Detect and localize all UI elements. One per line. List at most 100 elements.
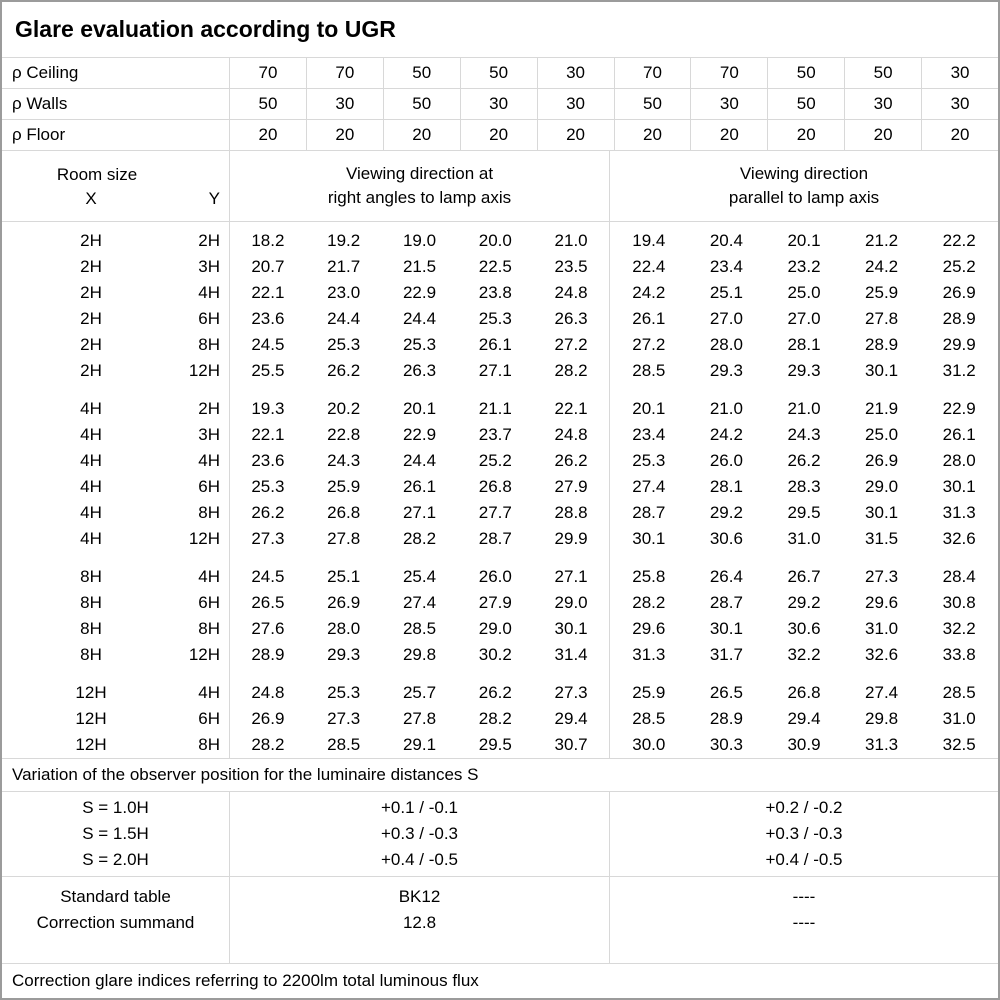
ugr-value: 24.3 <box>327 451 361 470</box>
ugr-value: 29.5 <box>478 735 512 754</box>
ugr-value-row: 30.0 30.3 30.9 31.3 32.5 <box>610 732 998 758</box>
reflectance-value: 50 <box>613 89 691 119</box>
ugr-value: 19.0 <box>402 231 437 250</box>
ugr-value-row: 19.3 20.2 20.1 21.1 22.1 <box>230 396 609 422</box>
ugr-value: 26.2 <box>251 503 285 522</box>
reflectance-value: 20 <box>536 120 614 150</box>
ugr-value-row: 24.2 25.1 25.0 25.9 26.9 <box>610 280 998 306</box>
room-x-value: 4H <box>80 477 102 496</box>
room-y-value: 12H <box>188 645 220 664</box>
ugr-value: 24.8 <box>554 283 588 302</box>
ugr-value: 22.1 <box>251 283 285 302</box>
ugr-value-row: 25.3 26.0 26.2 26.9 28.0 <box>610 448 998 474</box>
ugr-value: 27.4 <box>402 593 437 612</box>
ugr-value: 20.4 <box>709 231 743 250</box>
ugr-value: 25.1 <box>327 567 361 586</box>
ugr-value-row: 18.2 19.2 19.0 20.0 21.0 <box>230 228 609 254</box>
group-gap <box>610 552 998 564</box>
ugr-value: 31.7 <box>709 645 743 664</box>
ugr-value: 30.1 <box>554 619 588 638</box>
ugr-value: 28.8 <box>554 503 588 522</box>
room-size-row: 2H 3H <box>2 254 229 280</box>
group-gap <box>610 668 998 680</box>
variation-label: S = 2.0H <box>82 850 149 869</box>
ugr-value: 32.2 <box>787 645 821 664</box>
ugr-value: 26.5 <box>709 683 743 702</box>
ugr-value: 28.2 <box>478 709 512 728</box>
room-y-value: 4H <box>198 683 220 702</box>
summary-right-angles-values: BK12 12.8 <box>229 877 609 963</box>
ugr-value: 30.1 <box>865 361 899 380</box>
ugr-value-row: 28.5 29.3 29.3 30.1 31.2 <box>610 358 998 384</box>
reflectance-value: 20 <box>844 120 921 150</box>
ugr-value-row: 27.2 28.0 28.1 28.9 29.9 <box>610 332 998 358</box>
ugr-value: 26.1 <box>402 477 437 496</box>
ugr-value: 24.4 <box>402 451 437 470</box>
ugr-value-row: 31.3 31.7 32.2 32.6 33.8 <box>610 642 998 668</box>
summary-section: Standard table Correction summand BK12 1… <box>2 877 998 964</box>
ugr-value: 29.6 <box>865 593 899 612</box>
standard-table-value: BK12 <box>398 887 441 906</box>
ugr-value: 21.0 <box>787 399 821 418</box>
ugr-value: 31.5 <box>865 529 899 548</box>
ugr-value: 24.2 <box>709 425 743 444</box>
ugr-value: 28.5 <box>402 619 437 638</box>
ugr-value: 27.8 <box>402 709 437 728</box>
ugr-value: 28.1 <box>709 477 743 496</box>
reflectance-value: 50 <box>382 89 460 119</box>
room-size-row: 12H 8H <box>2 732 229 758</box>
reflectance-value: 50 <box>844 58 921 88</box>
ugr-value: 27.3 <box>251 529 285 548</box>
room-y-value: 2H <box>198 231 220 250</box>
parallel-header-line1: Viewing direction <box>739 164 869 183</box>
ugr-value: 30.2 <box>478 645 512 664</box>
ugr-value: 26.4 <box>709 567 743 586</box>
room-size-row: 8H 6H <box>2 590 229 616</box>
xy-header-row: X Y <box>2 185 229 209</box>
ugr-value-row: 20.1 21.0 21.0 21.9 22.9 <box>610 396 998 422</box>
ugr-value: 25.8 <box>632 567 666 586</box>
ugr-value: 31.2 <box>942 361 976 380</box>
ugr-value: 29.2 <box>709 503 743 522</box>
room-x-value: 2H <box>80 361 102 380</box>
ugr-value: 21.0 <box>709 399 743 418</box>
ugr-value: 30.1 <box>632 529 666 548</box>
ugr-value: 26.1 <box>942 425 976 444</box>
ugr-value: 30.6 <box>787 619 821 638</box>
room-y-value: 4H <box>198 283 220 302</box>
reflectance-value: 20 <box>382 120 460 150</box>
ugr-value: 30.8 <box>942 593 976 612</box>
ugr-value: 18.2 <box>251 231 285 250</box>
ugr-value: 27.6 <box>251 619 285 638</box>
room-x-value: 12H <box>75 683 107 702</box>
ugr-value: 20.7 <box>251 257 285 276</box>
reflectance-value: 20 <box>459 120 537 150</box>
ugr-value: 25.0 <box>787 283 821 302</box>
group-gap <box>2 668 229 680</box>
ugr-value: 29.9 <box>942 335 976 354</box>
reflectance-value: 30 <box>536 58 614 88</box>
right-angles-header: Viewing direction at right angles to lam… <box>229 151 609 221</box>
room-y-value: 8H <box>198 619 220 638</box>
room-x-value: 4H <box>80 451 102 470</box>
room-size-row: 4H 8H <box>2 500 229 526</box>
ugr-value: 22.2 <box>942 231 976 250</box>
ugr-value-row: 26.9 27.3 27.8 28.2 29.4 <box>230 706 609 732</box>
room-y-value: 8H <box>198 503 220 522</box>
ugr-value: 32.5 <box>942 735 976 754</box>
ugr-value: 24.8 <box>251 683 285 702</box>
ugr-value: 21.5 <box>402 257 437 276</box>
column-header-row: Room size X Y Viewing direction at right… <box>2 151 998 222</box>
ugr-value: 26.9 <box>942 283 976 302</box>
reflectance-value: 70 <box>690 58 767 88</box>
group-gap <box>2 384 229 396</box>
group-gap <box>230 384 609 396</box>
parallel-header-line2: parallel to lamp axis <box>728 188 880 207</box>
variation-parallel-values: +0.2 / -0.2 +0.3 / -0.3 +0.4 / -0.5 <box>609 792 998 876</box>
ugr-value: 28.2 <box>251 735 285 754</box>
room-size-row: 12H 4H <box>2 680 229 706</box>
ugr-value-row: 28.7 29.2 29.5 30.1 31.3 <box>610 500 998 526</box>
room-x-value: 12H <box>75 709 107 728</box>
ugr-value: 24.3 <box>787 425 821 444</box>
